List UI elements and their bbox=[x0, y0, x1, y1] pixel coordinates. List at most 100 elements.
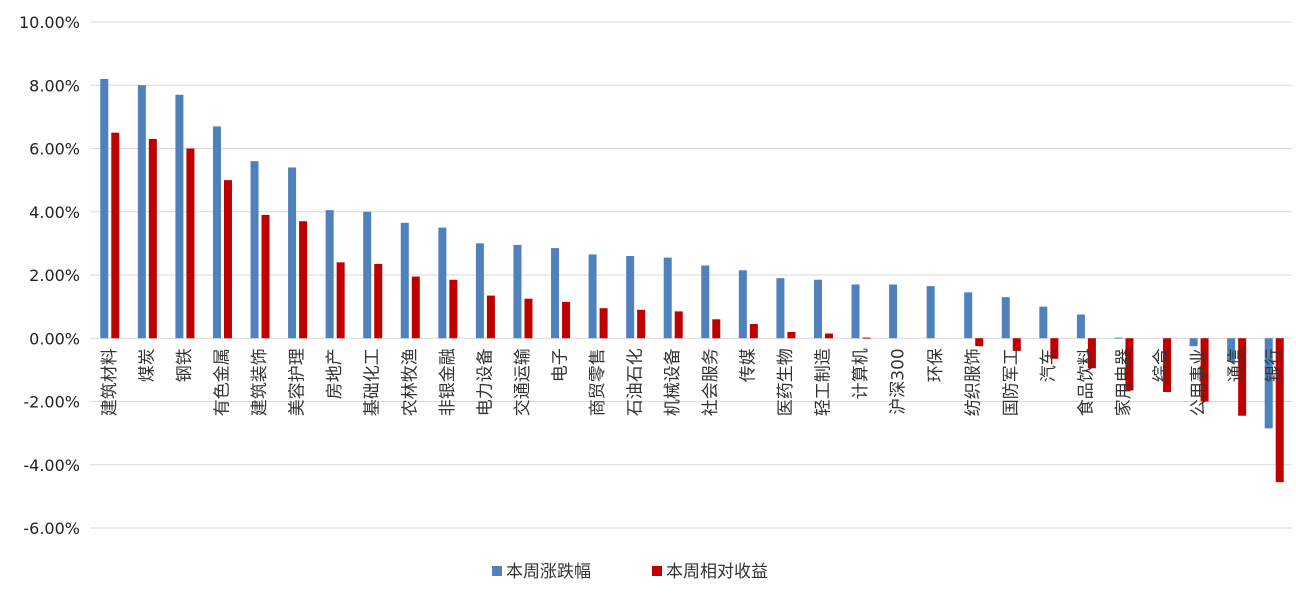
bar-weekly-change bbox=[588, 254, 597, 339]
category-label: 通信 bbox=[1227, 348, 1247, 382]
bar-weekly-change bbox=[288, 167, 297, 339]
bar-weekly-change bbox=[175, 94, 184, 339]
bar-relative-return bbox=[261, 214, 270, 339]
category-label: 电力设备 bbox=[475, 348, 495, 416]
bar-weekly-change bbox=[363, 211, 372, 339]
bar-relative-return bbox=[599, 308, 608, 339]
bar-relative-return bbox=[1163, 338, 1172, 393]
category-label: 房地产 bbox=[325, 348, 345, 399]
bar-weekly-change bbox=[701, 265, 710, 339]
category-label: 医药生物 bbox=[776, 348, 796, 416]
bar-weekly-change bbox=[776, 278, 785, 339]
legend: 本周涨跌幅 本周相对收益 bbox=[492, 562, 768, 582]
bar-relative-return bbox=[1050, 338, 1059, 359]
bar-relative-return bbox=[148, 139, 157, 339]
category-label: 汽车 bbox=[1039, 348, 1059, 382]
bar-weekly-change bbox=[137, 85, 146, 339]
y-tick-label: -4.00% bbox=[23, 456, 80, 475]
bar-relative-return bbox=[1087, 338, 1096, 369]
grid-lines bbox=[90, 21, 1292, 529]
bar-weekly-change bbox=[400, 222, 409, 339]
legend-label: 本周涨跌幅 bbox=[506, 562, 591, 582]
y-tick-label: 2.00% bbox=[29, 266, 80, 285]
bar-relative-return bbox=[1012, 338, 1021, 351]
category-label: 建筑材料 bbox=[100, 348, 120, 416]
bar-weekly-change bbox=[813, 279, 822, 339]
bar-weekly-change bbox=[1114, 337, 1123, 339]
bar-weekly-change bbox=[889, 284, 898, 339]
bar-relative-return bbox=[299, 221, 308, 339]
category-label: 煤炭 bbox=[137, 348, 157, 382]
bar-relative-return bbox=[1125, 338, 1134, 391]
category-label: 沪深300 bbox=[889, 348, 909, 414]
bar-relative-return bbox=[975, 338, 984, 347]
category-label: 商贸零售 bbox=[588, 348, 608, 416]
bar-relative-return bbox=[223, 180, 232, 339]
bar-weekly-change bbox=[1189, 338, 1198, 347]
y-tick-label: 8.00% bbox=[29, 76, 80, 95]
bar-weekly-change bbox=[513, 244, 522, 339]
category-label: 机械设备 bbox=[663, 348, 683, 416]
category-label: 轻工制造 bbox=[813, 348, 833, 416]
category-label: 公用事业 bbox=[1189, 348, 1209, 416]
category-label: 农林牧渔 bbox=[400, 348, 420, 416]
bar-relative-return bbox=[449, 279, 458, 339]
y-axis-tick-labels: 10.00% 8.00% 6.00% 4.00% 2.00% 0.00% -2.00% -4.… bbox=[19, 13, 80, 538]
bar-weekly-change bbox=[1264, 338, 1273, 429]
bar-weekly-change bbox=[438, 227, 447, 339]
y-tick-label: 10.00% bbox=[19, 13, 80, 32]
bar-weekly-change bbox=[926, 286, 935, 339]
y-tick-label: -6.00% bbox=[23, 519, 80, 538]
bar-weekly-change bbox=[1227, 338, 1236, 362]
category-label: 石油石化 bbox=[626, 348, 646, 416]
bar-weekly-change bbox=[551, 248, 560, 339]
category-label: 综合 bbox=[1152, 348, 1172, 382]
bar-weekly-change bbox=[1076, 314, 1085, 339]
y-tick-label: 6.00% bbox=[29, 140, 80, 159]
category-label: 计算机 bbox=[851, 348, 871, 399]
legend-swatch bbox=[652, 566, 662, 576]
bar-weekly-change bbox=[1001, 297, 1010, 339]
category-label: 食品饮料 bbox=[1076, 348, 1096, 416]
bar-relative-return bbox=[862, 337, 871, 339]
category-label: 家用电器 bbox=[1114, 348, 1134, 416]
bar-weekly-change bbox=[738, 270, 747, 339]
bar-relative-return bbox=[186, 148, 195, 339]
category-labels: 建筑材料 煤炭 钢铁 有色金属 建筑装饰 美容护理 房地产 基础化工 农林牧渔 非银金融 电力设备交… bbox=[100, 348, 1284, 416]
category-label: 非银金融 bbox=[438, 348, 458, 416]
bar-weekly-change bbox=[626, 256, 635, 339]
bar-relative-return bbox=[486, 295, 495, 339]
y-tick-label: 0.00% bbox=[29, 329, 80, 348]
category-label: 银行 bbox=[1264, 348, 1284, 382]
bar-weekly-change bbox=[325, 210, 334, 339]
bar-relative-return bbox=[524, 298, 533, 339]
bar-weekly-change bbox=[212, 126, 221, 339]
bar-relative-return bbox=[824, 333, 833, 339]
category-label: 纺织服饰 bbox=[964, 348, 984, 416]
category-label: 基础化工 bbox=[363, 348, 383, 416]
bars bbox=[100, 78, 1284, 483]
category-label: 建筑装饰 bbox=[250, 348, 270, 416]
bar-relative-return bbox=[111, 132, 120, 339]
bar-relative-return bbox=[336, 262, 345, 339]
category-label: 传媒 bbox=[738, 348, 758, 382]
category-label: 交通运输 bbox=[513, 348, 533, 416]
category-label: 电子 bbox=[551, 348, 571, 382]
y-tick-label: 4.00% bbox=[29, 203, 80, 222]
bar-relative-return bbox=[637, 309, 646, 339]
bar-weekly-change bbox=[1039, 306, 1048, 339]
bar-weekly-change bbox=[851, 284, 860, 339]
bar-relative-return bbox=[411, 276, 420, 339]
bar-weekly-change bbox=[663, 257, 672, 339]
category-label: 环保 bbox=[926, 348, 946, 382]
bar-relative-return bbox=[674, 311, 683, 339]
bar-relative-return bbox=[374, 263, 383, 339]
category-label: 美容护理 bbox=[288, 348, 308, 416]
category-label: 有色金属 bbox=[212, 348, 232, 416]
category-label: 国防军工 bbox=[1001, 348, 1021, 416]
bar-relative-return bbox=[712, 319, 721, 339]
legend-swatch bbox=[492, 566, 502, 576]
bar-weekly-change bbox=[475, 243, 484, 339]
legend-label: 本周相对收益 bbox=[666, 562, 768, 582]
